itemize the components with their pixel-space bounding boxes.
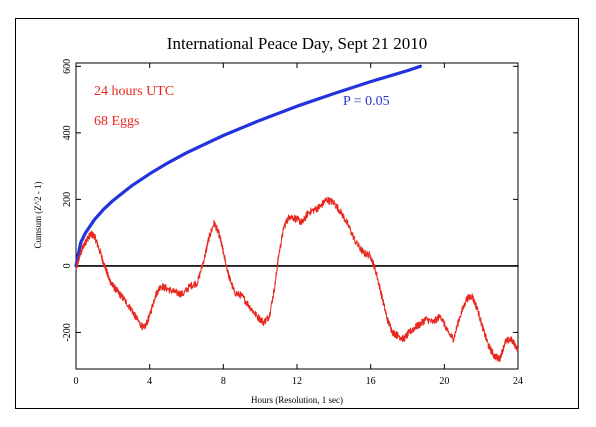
y-tick-label: 600 [62,59,73,74]
y-tick-label: 0 [62,263,73,268]
annotation-probability: P = 0.05 [343,94,390,109]
x-tick-label: 8 [221,376,226,387]
chart-title: International Peace Day, Sept 21 2010 [167,34,427,53]
series-line-p-0-05 [74,64,422,268]
y-tick-label: -200 [62,323,73,341]
y-axis: -200 0 200 400 600 [62,59,518,342]
series-line-cumsum [75,196,519,362]
y-tick-label: 200 [62,192,73,207]
annotation-utc: 24 hours UTC [94,84,174,99]
x-tick-label: 24 [513,376,523,387]
x-axis-label: Hours (Resolution, 1 sec) [251,395,343,405]
y-tick-label: 400 [62,125,73,140]
x-tick-label: 20 [439,376,449,387]
x-axis: 0 4 8 12 16 20 24 [74,63,523,387]
chart-svg: International Peace Day, Sept 21 2010 -2… [33,34,523,405]
x-tick-label: 4 [147,376,152,387]
series-layer [74,64,519,362]
x-tick-label: 12 [292,376,302,387]
x-tick-label: 16 [366,376,376,387]
y-axis-label: Cumsum (Z^2 - 1) [33,182,43,249]
x-tick-label: 0 [74,376,79,387]
annotation-eggs: 68 Eggs [94,114,140,129]
chart-frame: International Peace Day, Sept 21 2010 -2… [15,18,579,409]
